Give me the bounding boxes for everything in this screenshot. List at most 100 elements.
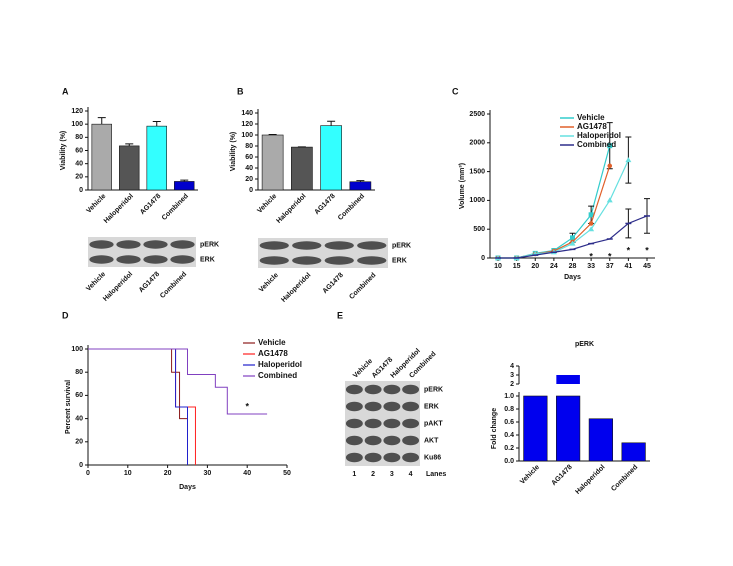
x-tick-label: Haloperidol (275, 193, 307, 225)
lane-number: 1 (352, 471, 356, 478)
panel-letter: E (337, 310, 343, 320)
blot-band (357, 256, 387, 265)
y-tick-label: 120 (71, 108, 83, 115)
x-tick-label: 20 (531, 263, 539, 270)
y-tick-label: 0.8 (504, 406, 514, 413)
y-tick-label: 2500 (469, 111, 485, 118)
legend-label: AG1478 (577, 122, 607, 131)
blot-band (383, 452, 401, 463)
y-tick-label: 80 (75, 134, 83, 141)
blot-band (170, 255, 195, 264)
blot-row-label: pERK (200, 241, 219, 248)
y-tick-label: 120 (241, 121, 253, 128)
x-tick-label: 33 (587, 263, 595, 270)
blot-band (170, 240, 195, 249)
bar (91, 123, 112, 191)
y-tick-label: 100 (241, 132, 253, 139)
lane-label: Combined (348, 272, 377, 301)
y-tick-label: 1000 (469, 197, 485, 204)
lane-label: Vehicle (352, 358, 374, 380)
error-bar (125, 143, 134, 146)
marker (606, 197, 613, 203)
legend-label: Combined (577, 140, 616, 149)
survival-curve (88, 348, 188, 465)
annotation: * (645, 246, 649, 256)
x-tick-label: AG1478 (313, 193, 336, 216)
marker (607, 163, 613, 169)
error-bar (356, 180, 365, 182)
x-tick-label: 24 (550, 263, 558, 270)
x-tick-label: 20 (164, 470, 172, 477)
y-axis-label: Percent survival (65, 380, 72, 434)
blot-band (324, 256, 354, 265)
blot-band (383, 401, 401, 412)
x-tick-label: 30 (204, 470, 212, 477)
blot-band (402, 401, 420, 412)
y-tick-label: 60 (75, 392, 83, 399)
blot-row-label: pAKT (424, 420, 443, 427)
blot-row-label: ERK (392, 257, 407, 264)
marker (588, 226, 595, 232)
series-line (498, 145, 611, 259)
x-tick-label: AG1478 (550, 464, 573, 487)
x-tick-label: 40 (243, 470, 251, 477)
blot-band (364, 452, 382, 463)
y-tick-label: 2 (510, 381, 514, 388)
lane-number: 2 (371, 471, 375, 478)
blot-band (292, 256, 322, 265)
y-tick-label: 2000 (469, 140, 485, 147)
x-axis-label: Days (564, 274, 581, 281)
error-bar (97, 117, 106, 125)
blot-band (345, 435, 363, 446)
y-tick-label: 20 (75, 439, 83, 446)
y-tick-label: 0 (79, 462, 83, 469)
blot-band (364, 435, 382, 446)
survival-curve (88, 348, 188, 465)
y-tick-label: 4 (510, 363, 514, 370)
blot-row-label: pERK (392, 242, 411, 249)
lane-label: AG1478 (138, 271, 161, 294)
bar (146, 125, 167, 191)
y-tick-label: 20 (245, 176, 253, 183)
blot-band (345, 418, 363, 429)
bar (523, 395, 548, 462)
y-tick-label: 40 (245, 165, 253, 172)
blot-row-label: ERK (424, 403, 439, 410)
blot-band (143, 255, 168, 264)
lane-label: Haloperidol (280, 272, 312, 304)
marker (625, 157, 632, 163)
blot-band (259, 241, 289, 250)
x-axis-label: Days (179, 484, 196, 491)
x-tick-label: 41 (624, 263, 632, 270)
lane-number: 3 (390, 471, 394, 478)
x-tick-label: Vehicle (256, 193, 278, 215)
annotation: * (245, 401, 249, 411)
x-tick-label: 10 (124, 470, 132, 477)
x-tick-label: 45 (643, 263, 651, 270)
y-tick-label: 100 (71, 121, 83, 128)
x-tick-label: Combined (610, 464, 639, 493)
panel-letter: B (237, 86, 244, 96)
marker (588, 212, 594, 218)
legend-label: AG1478 (258, 349, 288, 358)
blot-band (89, 240, 114, 249)
blot-band (324, 241, 354, 250)
x-tick-label: 0 (86, 470, 90, 477)
y-tick-label: 140 (241, 110, 253, 117)
lane-label: Combined (159, 271, 188, 300)
error-bar (327, 120, 336, 126)
annotation: * (589, 251, 593, 261)
y-tick-label: 0.2 (504, 445, 514, 452)
lane-label: Vehicle (258, 272, 280, 294)
blot-band (402, 452, 420, 463)
bar (119, 145, 140, 191)
y-axis-label: Viability (%) (60, 131, 67, 171)
x-tick-label: 10 (494, 263, 502, 270)
blot-band (292, 241, 322, 250)
x-tick-label: 37 (606, 263, 614, 270)
x-tick-label: Vehicle (85, 193, 107, 215)
blot-row-label: ERK (200, 256, 215, 263)
x-tick-label: Haloperidol (574, 464, 606, 496)
